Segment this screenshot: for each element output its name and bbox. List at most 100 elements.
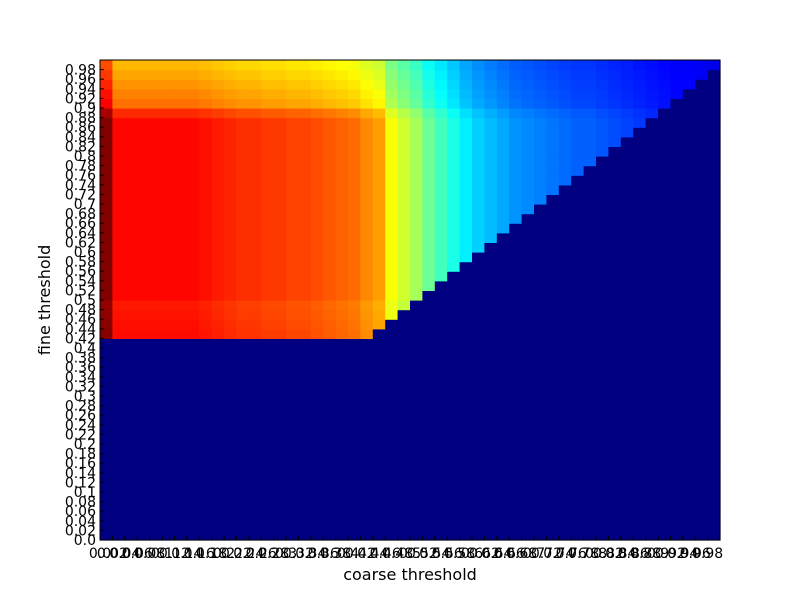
heatmap-cell [112,338,126,349]
heatmap-cell [645,88,659,99]
heatmap-cell [149,290,163,301]
heatmap-cell [558,117,572,128]
heatmap-cell [149,271,163,282]
heatmap-cell [261,127,275,138]
heatmap-cell [596,319,609,330]
heatmap-cell [596,60,609,71]
heatmap-cell [695,396,709,407]
heatmap-cell [558,213,572,224]
heatmap-cell [224,79,237,90]
heatmap-cell [348,434,361,445]
heatmap-cell [682,376,696,387]
heatmap-cell [434,520,448,531]
heatmap-cell [447,204,461,215]
heatmap-cell [149,69,163,80]
heatmap-cell [422,482,436,493]
heatmap-cell [248,108,262,119]
heatmap-cell [248,271,262,282]
heatmap-cell [422,280,436,291]
heatmap-cell [199,396,213,407]
heatmap-cell [100,501,113,512]
heatmap-cell [596,261,609,272]
heatmap-cell [298,511,312,522]
heatmap-cell [534,88,547,99]
heatmap-cell [434,415,448,426]
heatmap-cell [174,69,188,80]
heatmap-cell [496,290,510,301]
heatmap-cell [447,60,461,71]
heatmap-cell [273,69,287,80]
heatmap-cell [707,79,721,90]
heatmap-cell [546,156,560,167]
heatmap-cell [335,108,349,119]
heatmap-cell [410,338,423,349]
heatmap-cell [496,472,510,483]
heatmap-cell [608,482,622,493]
heatmap-cell [273,482,287,493]
heatmap-cell [608,376,622,387]
heatmap-cell [348,300,361,311]
heatmap-cell [298,463,312,474]
heatmap-cell [496,482,510,493]
heatmap-cell [670,232,684,243]
heatmap-cell [397,108,411,119]
heatmap-cell [310,328,324,339]
heatmap-cell [224,463,237,474]
heatmap-cell [447,463,461,474]
heatmap-cell [496,280,510,291]
x-tick-label: 0.58 [444,546,475,562]
heatmap-cell [484,444,498,455]
heatmap-cell [310,424,324,435]
heatmap-cell [174,280,188,291]
heatmap-cell [236,204,250,215]
heatmap-cell [224,444,237,455]
heatmap-cell [496,117,510,128]
heatmap-cell [286,136,299,147]
heatmap-cell [633,136,647,147]
heatmap-cell [348,204,361,215]
heatmap-cell [323,108,337,119]
heatmap-cell [670,511,684,522]
heatmap-cell [434,319,448,330]
heatmap-cell [447,223,461,234]
heatmap-cell [534,434,547,445]
heatmap-cell [224,204,237,215]
heatmap-cell [645,424,659,435]
heatmap-cell [298,213,312,224]
heatmap-cell [162,453,175,464]
heatmap-cell [348,194,361,205]
heatmap-cell [360,108,374,119]
heatmap-cell [434,501,448,512]
heatmap-cell [645,386,659,397]
heatmap-cell [372,405,386,416]
heatmap-cell [199,108,213,119]
heatmap-cell [658,261,671,272]
heatmap-cell [459,271,473,282]
heatmap-cell [248,280,262,291]
heatmap-cell [100,271,113,282]
heatmap-cell [410,405,423,416]
heatmap-cell [546,482,560,493]
heatmap-cell [422,319,436,330]
heatmap-cell [620,415,634,426]
heatmap-cell [224,88,237,99]
heatmap-cell [310,242,324,253]
heatmap-cell [410,127,423,138]
heatmap-cell [658,386,671,397]
heatmap-cell [186,434,200,445]
heatmap-cell [534,357,547,368]
heatmap-cell [385,79,399,90]
heatmap-cell [372,434,386,445]
heatmap-cell [248,319,262,330]
heatmap-cell [397,319,411,330]
heatmap-cell [348,348,361,359]
heatmap-cell [608,232,622,243]
heatmap-cell [100,530,113,541]
heatmap-cell [211,98,225,109]
heatmap-cell [100,175,113,186]
heatmap-cell [236,328,250,339]
heatmap-cell [596,482,609,493]
heatmap-cell [558,492,572,503]
heatmap-cell [658,367,671,378]
